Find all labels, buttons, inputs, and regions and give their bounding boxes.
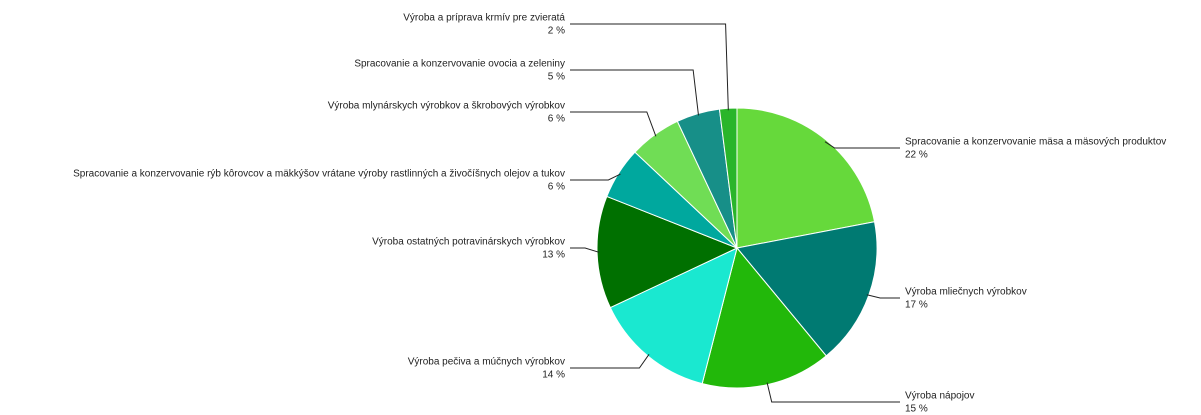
slice-value: 22 % — [905, 150, 928, 161]
leader-line — [570, 173, 621, 181]
slice-label: Výroba pečiva a múčnych výrobkov — [408, 357, 565, 368]
slice-value: 6 % — [548, 182, 565, 193]
slice-value: 17 % — [905, 300, 928, 311]
pie-slice — [736, 107, 876, 249]
slice-value: 15 % — [905, 404, 928, 415]
slice-label: Výroba mlynárskych výrobkov a škrobových… — [328, 101, 565, 112]
slice-value: 13 % — [542, 250, 565, 261]
slice-value: 14 % — [542, 370, 565, 381]
slice-label: Spracovanie a konzervovanie ovocia a zel… — [354, 59, 565, 70]
pie-slice — [596, 195, 739, 309]
leader-line — [866, 294, 900, 299]
slice-label: Spracovanie a konzervovanie mäsa a mäsov… — [905, 137, 1166, 148]
leader-line — [570, 354, 650, 369]
slice-label: Spracovanie a konzervovanie rýb kôrovcov… — [73, 169, 565, 180]
leader-line — [570, 111, 657, 137]
leader-line — [570, 247, 600, 253]
leader-line — [570, 69, 699, 116]
slice-value: 6 % — [548, 114, 565, 125]
leader-line — [766, 382, 900, 403]
slice-label: Výroba a príprava krmív pre zvieratá — [403, 13, 565, 24]
slice-label: Výroba mliečnych výrobkov — [905, 287, 1027, 298]
slice-label: Výroba ostatných potravinárskych výrobko… — [372, 237, 565, 248]
leader-line — [824, 141, 900, 149]
slice-label: Výroba nápojov — [905, 391, 975, 402]
slice-value: 2 % — [548, 26, 565, 37]
leader-line — [570, 23, 729, 111]
slice-value: 5 % — [548, 72, 565, 83]
